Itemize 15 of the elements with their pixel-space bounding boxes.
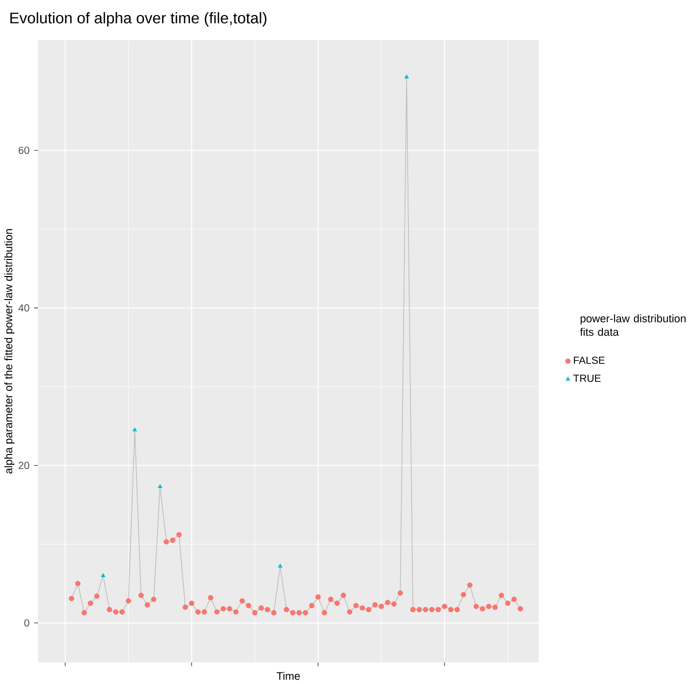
y-axis-title: alpha parameter of the fitted power-law distribution bbox=[4, 229, 14, 474]
legend-title: power-law distribution fits data bbox=[580, 314, 686, 336]
point bbox=[158, 484, 162, 488]
y-tick-label: 60 bbox=[18, 146, 30, 154]
y-tick-label: 0 bbox=[24, 619, 30, 627]
chart-title: Evolution of alpha over time (file,total) bbox=[10, 12, 266, 26]
point bbox=[278, 564, 282, 568]
legend-label: FALSE bbox=[574, 356, 605, 364]
point bbox=[100, 572, 106, 577]
y-tick-label: 40 bbox=[18, 304, 30, 312]
point bbox=[404, 74, 409, 78]
point bbox=[132, 427, 138, 432]
y-tick-label: 20 bbox=[18, 462, 30, 469]
x-axis-title: Time bbox=[276, 672, 300, 680]
legend-label: TRUE bbox=[573, 374, 601, 382]
